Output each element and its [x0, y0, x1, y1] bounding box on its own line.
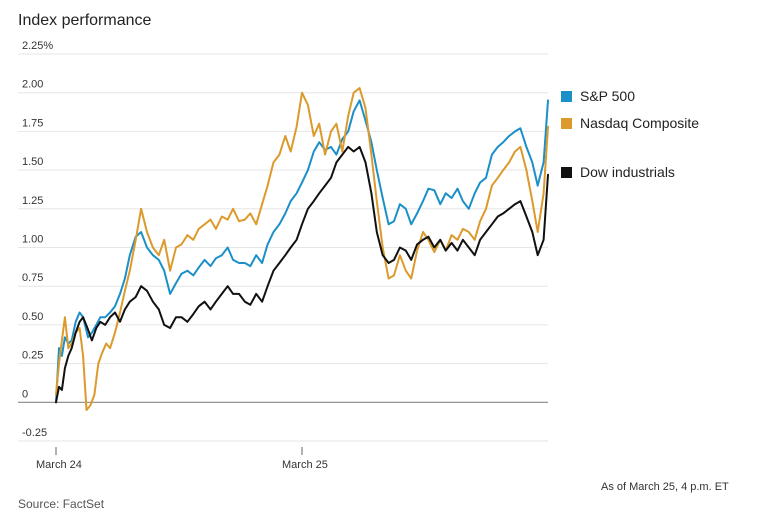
series-line-nasdaq — [55, 87, 549, 411]
gridlines — [18, 53, 548, 442]
legend-swatch-dow — [561, 167, 572, 178]
y-tick-label: 0 — [22, 388, 28, 400]
x-axis-ticks: March 24 March 25 — [36, 447, 328, 471]
series-lines — [55, 87, 549, 411]
y-tick-label: 1.50 — [22, 156, 43, 168]
y-tick-label: 2.25% — [22, 40, 53, 52]
y-tick-label: 0.75 — [22, 272, 43, 284]
series-line-dow — [55, 145, 549, 404]
y-tick-label: 0.50 — [22, 311, 43, 323]
legend-label-nasdaq: Nasdaq Composite — [580, 115, 699, 131]
x-tick-label: March 24 — [36, 459, 82, 471]
y-tick-label: 1.00 — [22, 234, 43, 246]
y-tick-label: 0.25 — [22, 350, 43, 362]
legend-label-dow: Dow industrials — [580, 164, 675, 180]
y-tick-label: 1.75 — [22, 117, 43, 129]
y-tick-label: -0.25 — [22, 427, 47, 439]
legend-swatch-nasdaq — [561, 118, 572, 129]
as-of-note: As of March 25, 4 p.m. ET — [601, 481, 729, 493]
y-tick-label: 2.00 — [22, 79, 43, 91]
legend-label-sp500: S&P 500 — [580, 88, 635, 104]
y-tick-label: 1.25 — [22, 195, 43, 207]
y-axis-ticks: 2.25% 2.00 1.75 1.50 1.25 1.00 0.75 0.50 0.25 0 -0… — [22, 40, 53, 439]
series-line-sp500 — [55, 99, 549, 404]
legend-swatch-sp500 — [561, 91, 572, 102]
chart-title: Index performance — [18, 12, 152, 29]
x-tick-label: March 25 — [282, 459, 328, 471]
legend: S&P 500 Nasdaq Composite Dow industrials — [561, 88, 699, 180]
source-note: Source: FactSet — [18, 497, 105, 511]
